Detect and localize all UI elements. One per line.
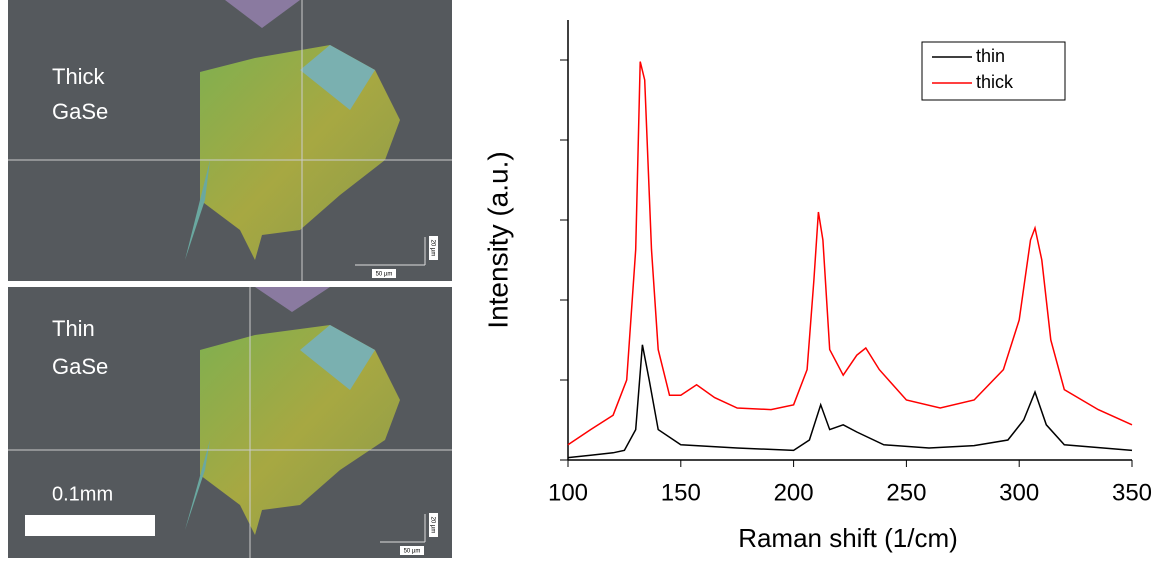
flake — [225, 0, 300, 28]
scale-text: 20 µm — [429, 240, 435, 257]
scale-bar — [25, 515, 155, 536]
micrograph-bottom: Thin GaSe 0.1mm 50 µm 20 µm — [8, 287, 452, 558]
series-line — [567, 344, 1133, 459]
flake — [255, 287, 330, 312]
image-label: GaSe — [52, 99, 108, 124]
flake — [185, 440, 210, 530]
x-tick-label: 200 — [774, 479, 814, 506]
scale-box — [400, 546, 424, 555]
chart: Raman shift (1/cm) Intensity (a.u.) 100 1… — [482, 20, 1152, 553]
flake — [185, 160, 210, 260]
series-line — [567, 61, 1133, 446]
image-label: Thick — [52, 64, 106, 89]
x-tick-label: 300 — [999, 479, 1039, 506]
x-axis-label: Raman shift (1/cm) — [738, 523, 958, 553]
legend-box — [921, 41, 1066, 101]
image-label: Thin — [52, 316, 95, 341]
x-tick-label: 350 — [1112, 479, 1152, 506]
scale-box — [429, 513, 438, 537]
image-label: GaSe — [52, 354, 108, 379]
scale-text: 50 µm — [376, 272, 393, 278]
y-axis-label: Intensity (a.u.) — [482, 151, 513, 328]
scale-text: 20 µm — [429, 517, 435, 534]
micrograph-top: Thick GaSe 50 µm 20 µm — [8, 0, 452, 281]
x-tick-label: 100 — [548, 479, 588, 506]
flake — [300, 325, 375, 390]
x-tick-label: 250 — [886, 479, 926, 506]
x-tick-label: 150 — [661, 479, 701, 506]
legend-label: thin — [976, 46, 1005, 66]
legend-label: thick — [976, 72, 1014, 92]
scale-text: 50 µm — [404, 549, 421, 555]
scale-box — [372, 269, 396, 278]
scale-bar-label: 0.1mm — [52, 483, 113, 505]
flake — [300, 45, 375, 110]
scale-box — [429, 236, 438, 260]
